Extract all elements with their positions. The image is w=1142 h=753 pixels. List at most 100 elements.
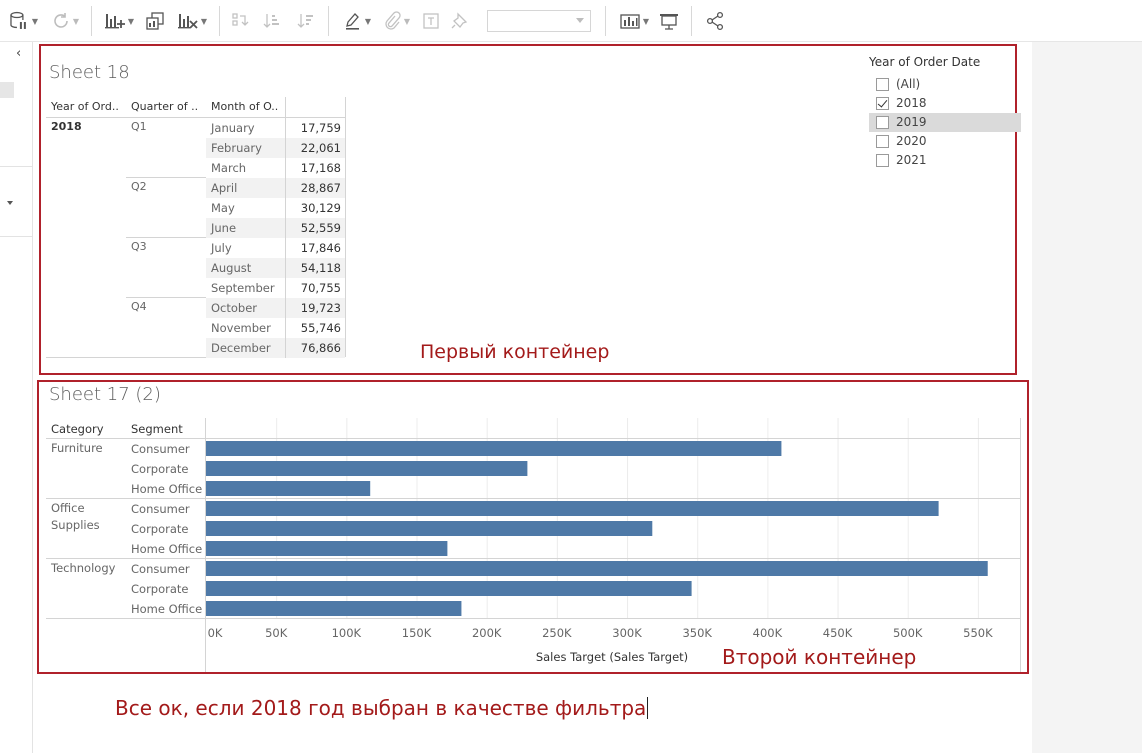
header-quarter-of-order[interactable]: Quarter of .. — [131, 100, 199, 113]
month-cell[interactable]: July — [206, 238, 285, 258]
filter-option-label: 2019 — [896, 115, 927, 129]
filter-option[interactable]: 2020 — [869, 132, 1021, 151]
segment-label[interactable]: Home Office — [131, 602, 203, 616]
month-cell[interactable]: February — [206, 138, 285, 158]
x-tick-label: 150K — [401, 626, 432, 640]
sales-value-cell[interactable]: 22,061 — [286, 138, 345, 158]
new-worksheet-icon[interactable]: ▼ — [99, 8, 139, 34]
pin-icon[interactable] — [449, 8, 471, 34]
segment-label[interactable]: Home Office — [131, 482, 203, 496]
presentation-icon[interactable] — [657, 8, 681, 34]
sales-value-cell[interactable]: 70,755 — [286, 278, 345, 298]
sales-value-cell[interactable]: 55,746 — [286, 318, 345, 338]
header-category[interactable]: Category — [51, 422, 104, 436]
month-cell[interactable]: November — [206, 318, 285, 338]
sales-value-cell[interactable]: 17,759 — [286, 118, 345, 138]
left-panel-dropdown-icon[interactable] — [7, 201, 13, 205]
segment-label[interactable]: Corporate — [131, 582, 189, 596]
month-cell[interactable]: December — [206, 338, 285, 358]
sales-value-cell[interactable]: 19,723 — [286, 298, 345, 318]
checkbox-icon[interactable] — [876, 135, 889, 148]
filter-option[interactable]: (All) — [869, 75, 1021, 94]
toolbar-fit-dropdown[interactable] — [487, 10, 591, 32]
sales-value-cell[interactable]: 28,867 — [286, 178, 345, 198]
x-axis-title: Sales Target (Sales Target) — [535, 650, 689, 664]
category-label[interactable]: Office — [51, 501, 85, 515]
left-panel-selected-row[interactable] — [0, 82, 14, 98]
left-side-panel: ‹ — [0, 42, 33, 753]
month-cell[interactable]: January — [206, 118, 285, 138]
bar[interactable] — [206, 561, 988, 576]
segment-label[interactable]: Consumer — [131, 562, 190, 576]
sales-value-cell[interactable]: 76,866 — [286, 338, 345, 358]
bar[interactable] — [206, 501, 939, 516]
bar[interactable] — [206, 441, 782, 456]
filter-option-label: (All) — [896, 77, 921, 91]
bar[interactable] — [206, 541, 448, 556]
segment-label[interactable]: Consumer — [131, 502, 190, 516]
datasource-icon[interactable]: ▼ — [8, 8, 38, 34]
filter-option[interactable]: 2021 — [869, 151, 1021, 170]
checkbox-icon[interactable] — [876, 154, 889, 167]
header-segment[interactable]: Segment — [131, 422, 183, 436]
bar[interactable] — [206, 601, 462, 616]
month-cell[interactable]: October — [206, 298, 285, 318]
year-2018-label[interactable]: 2018 — [51, 120, 82, 133]
month-cell[interactable]: April — [206, 178, 285, 198]
sales-value-cell[interactable]: 54,118 — [286, 258, 345, 278]
segment-label[interactable]: Corporate — [131, 462, 189, 476]
show-me-icon[interactable]: ▼ — [616, 8, 652, 34]
x-tick-label: 250K — [542, 626, 572, 640]
x-tick-label: 450K — [822, 626, 853, 640]
category-label[interactable]: Supplies — [51, 518, 100, 532]
sales-value-cell[interactable]: 17,168 — [286, 158, 345, 178]
month-cell[interactable]: September — [206, 278, 285, 298]
x-tick-label: 50K — [265, 626, 288, 640]
month-cell[interactable]: May — [206, 198, 285, 218]
bar[interactable] — [206, 481, 371, 496]
checkbox-icon[interactable] — [876, 78, 889, 91]
quarter-q3-label[interactable]: Q3 — [131, 240, 147, 253]
header-year-of-order[interactable]: Year of Ord.. — [51, 100, 119, 113]
refresh-icon[interactable]: ▼ — [46, 8, 84, 34]
x-tick-label: 400K — [752, 626, 783, 640]
annotation-note-text: Все ок, если 2018 год выбран в качестве … — [115, 696, 647, 720]
share-icon[interactable] — [703, 8, 727, 34]
category-label[interactable]: Technology — [51, 561, 116, 575]
checkbox-checked-icon[interactable] — [876, 97, 889, 110]
group-icon[interactable]: ▼ — [378, 8, 414, 34]
label-icon[interactable] — [420, 8, 442, 34]
highlight-icon[interactable]: ▼ — [340, 8, 374, 34]
duplicate-sheet-icon[interactable] — [142, 8, 168, 34]
sort-ascending-icon[interactable] — [260, 8, 284, 34]
bar[interactable] — [206, 461, 528, 476]
swap-icon[interactable] — [228, 8, 252, 34]
text-cursor — [647, 697, 649, 719]
month-cell[interactable]: June — [206, 218, 285, 238]
bar[interactable] — [206, 581, 692, 596]
segment-label[interactable]: Home Office — [131, 542, 203, 556]
quarter-q2-label[interactable]: Q2 — [131, 180, 147, 193]
second-container — [37, 380, 1029, 674]
category-label[interactable]: Furniture — [51, 441, 103, 455]
header-month-of-order[interactable]: Month of O.. — [211, 100, 279, 113]
clear-sheet-icon[interactable]: ▼ — [172, 8, 212, 34]
segment-label[interactable]: Corporate — [131, 522, 189, 536]
filter-option[interactable]: 2019 — [869, 113, 1021, 132]
sales-value-cell[interactable]: 52,559 — [286, 218, 345, 238]
month-cell[interactable]: March — [206, 158, 285, 178]
bar[interactable] — [206, 521, 653, 536]
segment-label[interactable]: Consumer — [131, 442, 190, 456]
sort-descending-icon[interactable] — [294, 8, 318, 34]
month-cell[interactable]: August — [206, 258, 285, 278]
annotation-note: Все ок, если 2018 год выбран в качестве … — [115, 696, 649, 720]
filter-option[interactable]: 2018 — [869, 94, 1021, 113]
checkbox-icon[interactable] — [876, 116, 889, 129]
sales-value-cell[interactable]: 17,846 — [286, 238, 345, 258]
sales-value-cell[interactable]: 30,129 — [286, 198, 345, 218]
quarter-q1-label[interactable]: Q1 — [131, 120, 147, 133]
quarter-q4-label[interactable]: Q4 — [131, 300, 147, 313]
collapse-panel-icon[interactable]: ‹ — [16, 46, 22, 61]
